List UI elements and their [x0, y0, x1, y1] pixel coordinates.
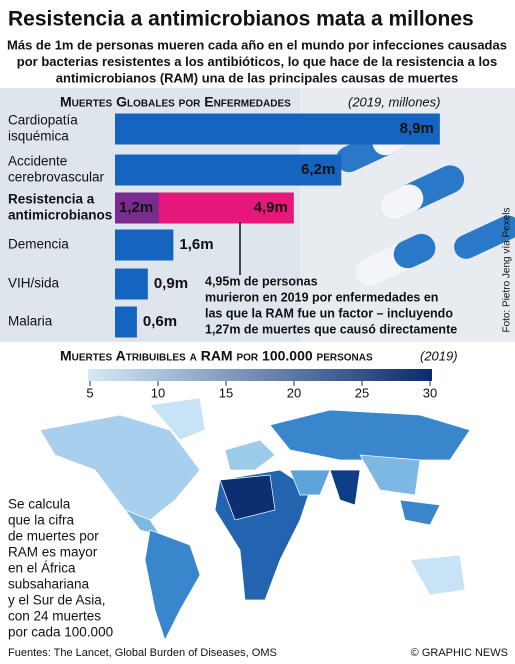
value-label: 1,6m: [179, 236, 213, 253]
bar-title: Muertes Globales por Enfermedades: [60, 94, 291, 110]
value-label: 8,9m: [400, 120, 434, 137]
category-label: antimicrobianos: [8, 208, 112, 223]
bar: [115, 229, 174, 261]
colorbar-tick-label: 20: [287, 385, 301, 400]
bar-subtitle: (2019, millones): [348, 94, 441, 109]
map-title: Muertes Atribuibles a RAM por 100.000 pe…: [60, 348, 373, 364]
annotation-line: murieron en 2019 por enfermedades en: [205, 290, 438, 304]
annotation-line: por cada 100.000: [8, 625, 113, 640]
subtitle-line: por bacterias resistentes a los antibiót…: [17, 54, 497, 69]
value-label: 1,2m: [119, 199, 153, 216]
annotation-line: con 24 muertes: [8, 609, 101, 624]
category-label: Cardiopatía: [8, 113, 78, 128]
annotation-line: 4,95m de personas: [205, 274, 318, 288]
annotation-line: que la cifra: [8, 513, 75, 528]
colorbar-tick-label: 30: [423, 385, 437, 400]
value-label: 0,6m: [143, 313, 177, 330]
map-subtitle: (2019): [420, 348, 458, 363]
bar: [115, 306, 137, 338]
subtitle-line: Más de 1m de personas mueren cada año en…: [7, 37, 507, 52]
subtitle-line: antimicrobianos (RAM) una de las princip…: [56, 70, 458, 85]
category-label: Accidente: [8, 154, 67, 169]
world-map: [39, 397, 471, 641]
value-label: 0,9m: [154, 275, 188, 292]
annotation-line: 1,27m de muertes que causó directamente: [205, 322, 457, 336]
value-label: 4,9m: [254, 199, 288, 216]
colorbar-tick-label: 25: [355, 385, 369, 400]
category-label: isquémica: [8, 129, 69, 144]
colorbar-tick-label: 15: [219, 385, 233, 400]
annotation-line: las que la RAM fue un factor – incluyend…: [205, 306, 453, 320]
colorbar-tick-label: 5: [86, 385, 93, 400]
category-label: VIH/sida: [8, 276, 60, 291]
annotation-line: Se calcula: [8, 497, 71, 512]
value-label: 6,2m: [301, 161, 335, 178]
colorbar-tick-label: 10: [151, 385, 165, 400]
annotation-line: RAM es mayor: [8, 545, 98, 560]
category-label: Malaria: [8, 314, 53, 329]
bar: [115, 268, 148, 300]
credit: © GRAPHIC NEWS: [411, 647, 508, 659]
annotation-line: subsahariana: [8, 577, 90, 592]
category-label: cerebrovascular: [8, 170, 105, 185]
bar: [115, 154, 342, 186]
category-label: Demencia: [8, 237, 69, 252]
category-label: Resistencia a: [8, 192, 95, 207]
title: Resistencia a antimicrobianos mata a mil…: [8, 8, 474, 31]
bar: [115, 192, 159, 224]
annotation-line: y el Sur de Asia,: [8, 593, 106, 608]
annotation-line: en el África: [8, 561, 76, 576]
colorbar: [88, 369, 432, 381]
photo-credit: Foto: Pietro Jeng vía Pexels: [502, 207, 513, 332]
annotation-line: de muertes por: [8, 529, 99, 544]
source: Fuentes: The Lancet, Global Burden of Di…: [8, 647, 277, 659]
bar: [115, 113, 440, 145]
